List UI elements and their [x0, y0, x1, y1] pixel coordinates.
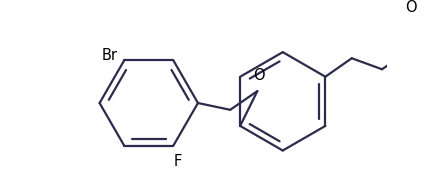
Text: O: O [405, 0, 417, 15]
Text: O: O [253, 68, 265, 83]
Text: F: F [174, 154, 182, 169]
Text: Br: Br [101, 48, 117, 63]
